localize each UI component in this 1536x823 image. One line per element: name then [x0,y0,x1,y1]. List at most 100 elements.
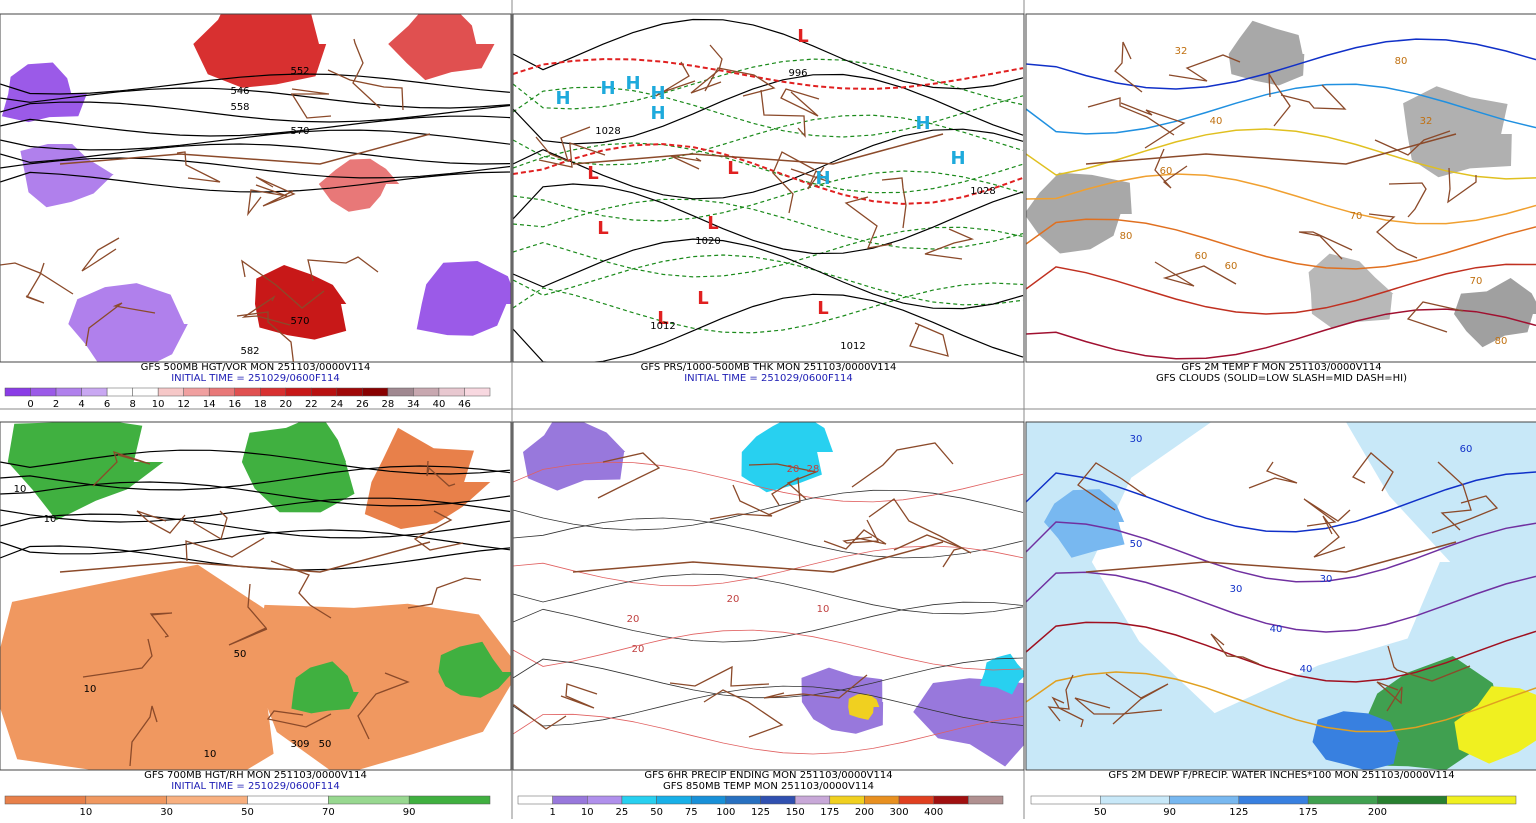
map-frame [0,421,512,771]
map-label: 10 [84,684,97,695]
colorbar-swatch [552,795,588,805]
map: 10 10 10 50 50 309 10 [0,422,511,770]
contour [1026,263,1536,315]
map-frame [1025,13,1536,363]
map-fill [979,653,1024,695]
colorbar-label: 125 [751,807,770,818]
map-fill [416,261,511,336]
map-fill [241,422,355,513]
state-border [780,88,820,117]
state-border [185,537,265,562]
state-border [1374,130,1451,156]
colorbar-label: 50 [650,807,663,818]
state-border [1431,495,1499,534]
map-fill [1091,422,1451,714]
colorbar-swatch [106,387,133,397]
contour [1026,218,1536,270]
map-fill [523,422,626,491]
contour [1026,38,1536,90]
map-fill [291,661,359,714]
map-fill [7,422,164,521]
state-border [1376,681,1403,712]
map: 30 30 40 50 60 30 40 [1026,422,1536,770]
contour [513,573,1024,615]
caption: GFS CLOUDS (SOLID=LOW SLASH=MID DASH=HI) [1156,373,1407,384]
map-fill [253,603,511,770]
map-label: 1012 [840,341,865,352]
contour [0,143,511,165]
map-label: 20 [627,614,640,625]
colorbar-label: 70 [322,807,335,818]
map-label: 50 [319,739,332,750]
map-label: 10 [204,749,217,760]
map-label: 40 [1300,664,1313,675]
state-border [772,151,816,214]
state-border [1210,633,1260,665]
colorbar-label: 1 [549,807,555,818]
state-border [1114,41,1143,93]
colorbar-label: 16 [228,399,241,410]
colorbar-swatch [464,387,491,397]
map-fill [1312,711,1400,770]
map-fill [255,265,347,340]
state-border [25,262,45,304]
contour [1026,471,1536,533]
colorbar-swatch [166,795,248,805]
colorbar-swatch [1238,795,1309,805]
state-border [255,176,296,207]
contour [513,170,1024,222]
state-border [426,460,456,487]
colorbar-swatch [183,387,210,397]
map-label: H [650,103,665,124]
contour [0,529,511,555]
state-border [560,683,598,709]
country-border [1085,541,1457,573]
colorbar-label: 150 [786,807,805,818]
colorbar-label: 200 [855,807,874,818]
map-label: L [697,288,708,309]
contour [1026,671,1536,733]
colorbar-label: 50 [1094,807,1107,818]
map-label: 10 [44,514,57,525]
colorbar-swatch [864,795,900,805]
contour [0,129,511,151]
colorbar-label: 175 [1299,807,1318,818]
state-border [228,583,268,646]
state-border [909,322,949,357]
map-label: 570 [290,126,309,137]
state-border [1120,102,1186,149]
colorbar-label: 10 [152,399,165,410]
colorbar-label: 75 [685,807,698,818]
state-border [842,519,880,544]
map-fill [1454,686,1536,764]
map-label: 30 [1130,434,1143,445]
state-border [597,452,661,499]
map-fill [1308,253,1394,329]
map-fill [68,283,188,362]
state-border [1051,696,1084,728]
contour [513,143,1024,205]
state-border [535,126,591,163]
contour [1026,571,1536,633]
map-fill [1228,20,1305,86]
map-label: 32 [1175,46,1188,57]
map: 32 32 40 60 60 70 80 80 60 70 80 [1026,14,1536,362]
colorbar-swatch [311,387,338,397]
contour [513,58,1024,90]
state-border [844,196,893,249]
map-label: H [915,113,930,134]
colorbar-swatch [1169,795,1240,805]
colorbar-swatch [157,387,184,397]
colorbar-label: 40 [433,399,446,410]
colorbar-label: 34 [407,399,420,410]
contour [1026,173,1536,225]
contour [0,449,511,475]
contour [513,142,1024,194]
map-panel: 546 558 570 582 570 552 GFS 500MB HGT/VOR MON … [0,13,512,410]
caption: GFS 2M DEWP F/PRECIP. WATER INCHES*100 M… [1108,770,1454,781]
state-border [307,256,379,282]
map-label: 70 [1350,211,1363,222]
map-label: 552 [290,66,309,77]
